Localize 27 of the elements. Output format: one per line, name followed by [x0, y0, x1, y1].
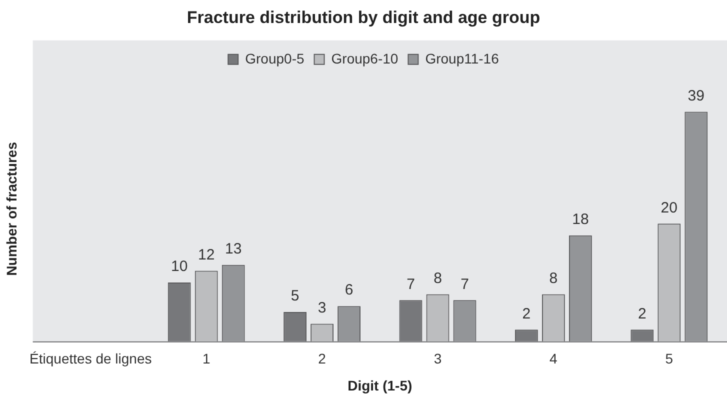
data-label: 20	[660, 199, 678, 216]
legend-label: Group6-10	[331, 50, 398, 66]
data-label: 13	[225, 240, 242, 258]
chart-title: Fracture distribution by digit and age group	[186, 8, 540, 27]
data-label: 7	[460, 276, 469, 293]
data-label: 3	[318, 299, 326, 316]
x-axis-title: Digit (1-5)	[348, 377, 412, 394]
legend-label: Group0-5	[245, 50, 304, 66]
x-tick-label: 2	[318, 350, 326, 367]
data-label: 2	[522, 305, 531, 322]
y-axis-title: Number of fractures	[3, 142, 20, 276]
data-label: 5	[290, 288, 300, 305]
data-label: 8	[549, 270, 558, 287]
data-label: 7	[406, 276, 415, 293]
data-label: 8	[434, 270, 442, 287]
data-label: 39	[688, 87, 704, 104]
x-tick-label: 5	[665, 350, 674, 367]
x-tick-label: 4	[550, 350, 558, 367]
data-label: 18	[572, 211, 589, 228]
x-tick-label: 1	[202, 350, 210, 367]
x-tick-label: Étiquettes de lignes	[30, 350, 152, 367]
data-label: 10	[171, 258, 188, 276]
data-label: 6	[344, 282, 354, 299]
x-tick-label: 3	[434, 350, 442, 367]
data-label: 2	[638, 305, 646, 322]
legend-label: Group11-16	[425, 50, 500, 66]
data-label: 12	[198, 246, 215, 264]
